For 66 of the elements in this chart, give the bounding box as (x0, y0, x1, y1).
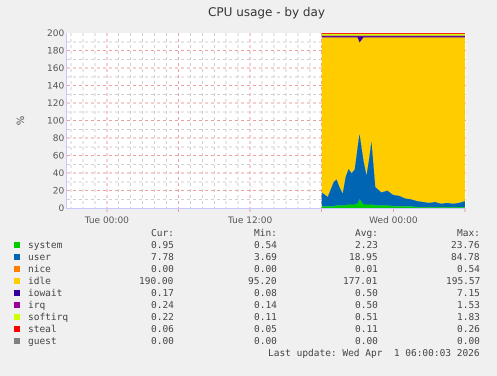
text: 18.95 (349, 252, 378, 263)
x-tick-label: Tue 12:00 (226, 216, 272, 226)
text: 0.22 (151, 312, 174, 323)
legend-label: idle (28, 276, 52, 287)
y-tick-label: 180 (47, 46, 64, 57)
text: 0.50 (355, 300, 378, 311)
y-axis-title: % (16, 116, 28, 126)
text: 0.00 (355, 336, 378, 347)
legend-label: iowait (28, 288, 62, 299)
y-tick-label: 120 (47, 99, 64, 110)
y-tick-label: 40 (52, 169, 64, 180)
text: 177.01 (343, 276, 378, 287)
text: 0.17 (151, 288, 174, 299)
text: 7.15 (457, 288, 480, 299)
y-tick-label: 160 (47, 64, 64, 74)
text: 0.95 (151, 240, 174, 251)
text: 0.51 (355, 312, 378, 323)
text: 0.26 (457, 324, 480, 335)
text: 0.00 (254, 336, 278, 347)
text: 1.83 (457, 312, 480, 323)
text: 0.11 (355, 324, 378, 335)
text: 0.00 (151, 264, 174, 275)
text: 0.06 (151, 324, 174, 335)
text: 0.00 (457, 336, 480, 347)
x-tick-label: Tue 00:00 (84, 216, 130, 226)
y-tick-label: 140 (47, 82, 64, 92)
legend-label: guest (28, 336, 57, 347)
y-tick-label: 200 (47, 29, 64, 40)
text: 0.14 (254, 300, 278, 311)
text: 190.00 (139, 276, 174, 287)
legend-label: system (28, 240, 63, 251)
y-tick-label: 80 (52, 134, 64, 144)
legend-label: user (28, 252, 52, 263)
text: 1.53 (457, 300, 480, 311)
y-tick-label: 0 (58, 204, 64, 214)
text: 0.05 (254, 324, 277, 335)
text: 0.08 (254, 288, 278, 299)
text: 23.76 (451, 240, 480, 251)
legend-label: softirq (28, 312, 68, 323)
y-tick-label: 20 (52, 186, 64, 197)
text: 0.01 (355, 264, 378, 275)
legend-label: irq (28, 300, 46, 311)
text: 0.11 (254, 312, 278, 323)
text: 0.50 (355, 288, 378, 299)
text: Last update: Wed Apr 1 06:00:03 2026 (268, 348, 480, 359)
y-tick-label: 100 (47, 116, 64, 127)
text: 195.57 (446, 276, 480, 287)
text: 0.00 (151, 336, 174, 347)
text: 84.78 (451, 252, 480, 263)
chart-title: CPU usage - by day (208, 5, 325, 20)
text: 7.78 (151, 252, 174, 263)
text: 95.20 (248, 276, 277, 287)
text: 2.23 (355, 240, 378, 251)
text: 0.24 (151, 300, 174, 311)
text: Min: (254, 228, 277, 239)
legend-label: nice (28, 264, 52, 275)
text: 0.54 (254, 240, 278, 251)
text: Cur: (151, 228, 174, 239)
text: 3.69 (254, 252, 278, 263)
text: Max: (457, 228, 480, 239)
legend-label: steal (28, 324, 57, 335)
text: 0.00 (254, 264, 278, 275)
x-tick-label: Wed 00:00 (369, 216, 418, 226)
y-tick-label: 60 (52, 152, 64, 162)
text: Avg: (355, 228, 378, 239)
text: 0.54 (457, 264, 480, 275)
